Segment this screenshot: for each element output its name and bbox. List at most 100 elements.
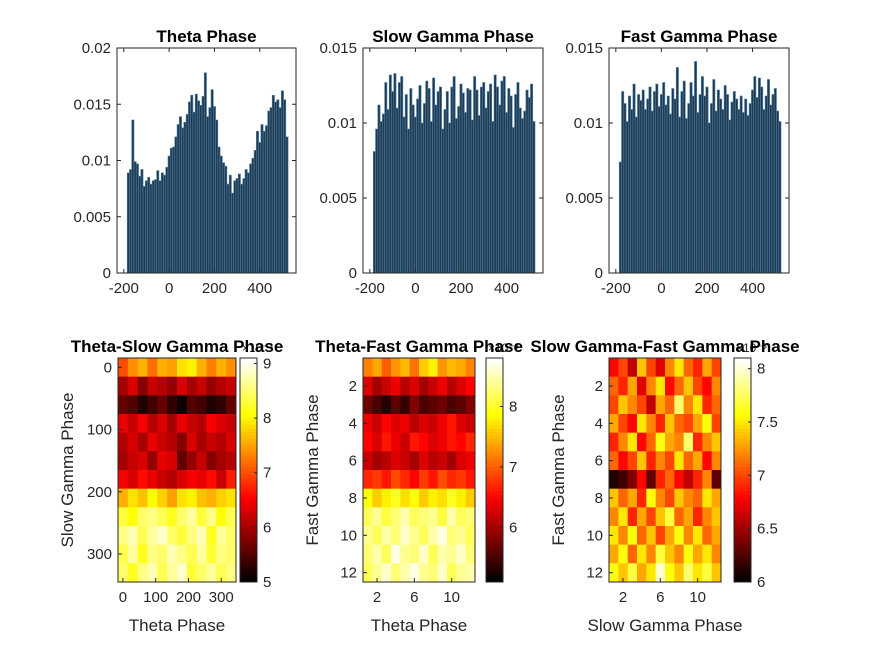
bar — [625, 121, 629, 274]
heatmap-cell — [127, 451, 139, 471]
bar — [271, 94, 275, 274]
heatmap-cell — [702, 544, 713, 564]
heatmap-cell — [646, 414, 657, 434]
colorbar-segment — [240, 561, 257, 565]
bar — [621, 91, 625, 274]
y-tick-label: 100 — [87, 422, 112, 439]
heatmap-cell — [702, 488, 713, 508]
axes-frame — [117, 357, 237, 583]
bar — [655, 83, 659, 274]
bar — [653, 91, 657, 274]
colorbar-segment — [734, 442, 751, 446]
bar — [183, 121, 187, 274]
heatmap-cell — [137, 563, 148, 583]
y-tick-label: 4 — [349, 415, 357, 432]
heatmap-cell — [702, 358, 713, 378]
colorbar-segment — [734, 463, 751, 467]
heatmap-cell — [226, 507, 237, 527]
heatmap-cell — [674, 432, 685, 452]
heatmap-cell — [693, 414, 703, 434]
heatmap-cell — [693, 451, 703, 471]
heatmap-cell — [177, 358, 188, 378]
bar — [251, 157, 255, 274]
bar — [632, 83, 636, 274]
heatmap-cell — [226, 358, 237, 378]
bar — [484, 107, 488, 274]
bar — [240, 183, 244, 274]
y-axis-label: Fast Gamma Phase — [303, 394, 322, 545]
heatmap-cell — [186, 544, 198, 564]
heatmap-cell — [711, 358, 722, 378]
heatmap-cell — [437, 376, 448, 396]
heatmap-cell — [196, 563, 207, 583]
heatmap-cell — [637, 376, 647, 396]
axes-frame — [608, 357, 722, 583]
colorbar-segment — [734, 400, 751, 404]
heatmap-cell — [167, 451, 178, 471]
x-tick-label: 2 — [373, 589, 381, 606]
colorbar-segment — [734, 477, 751, 481]
bar — [518, 107, 522, 274]
bar — [212, 106, 216, 274]
colorbar-segment — [486, 575, 503, 579]
heatmap-cell — [627, 451, 638, 471]
heatmap-cell — [428, 563, 439, 583]
heatmap-cell — [465, 507, 476, 527]
bars — [618, 61, 782, 274]
heatmap-cell — [665, 376, 675, 396]
colorbar-segment — [240, 393, 257, 397]
colorbar-segment — [734, 473, 751, 478]
bar — [732, 91, 736, 274]
heatmap-cell — [655, 376, 666, 396]
bar — [253, 150, 257, 274]
colorbar-segment — [734, 515, 751, 520]
bar — [133, 161, 137, 274]
colorbar-segment — [240, 449, 257, 453]
heatmap-cell — [609, 395, 619, 415]
x-tick-label: 200 — [694, 280, 719, 297]
heatmap-cell — [465, 414, 476, 434]
bar — [413, 116, 417, 274]
heatmap-cell — [646, 376, 657, 396]
x-tick-label: 100 — [143, 589, 168, 606]
colorbar-segment — [486, 568, 503, 572]
colorbar-segment — [734, 368, 751, 373]
x-tick-label: 400 — [247, 280, 272, 297]
heatmap-cell — [711, 414, 722, 434]
heatmap-cell — [381, 376, 392, 396]
heatmap-cell — [419, 395, 429, 415]
axes-frame — [362, 357, 476, 583]
heatmap-cell — [118, 451, 129, 471]
heatmap-cell — [127, 358, 139, 378]
colorbar-segment — [486, 435, 503, 439]
heatmap-cell — [428, 376, 439, 396]
heatmap-cell — [157, 526, 168, 546]
heatmap-cell — [627, 526, 638, 546]
colorbar-segment — [240, 529, 257, 534]
heatmap-cell — [419, 526, 429, 546]
x-tick-label: 10 — [443, 589, 460, 606]
heatmap-cell — [127, 414, 139, 434]
heatmap-cell — [447, 358, 457, 378]
colorbar-segment — [240, 431, 257, 436]
bar — [233, 180, 237, 274]
heatmap-cell — [186, 414, 198, 434]
colorbar-segment — [734, 361, 751, 366]
heatmap-cell — [627, 395, 638, 415]
heatmap-cell — [665, 544, 675, 564]
heatmap-cell — [216, 414, 227, 434]
subplot-6: 2 6 10 2 4 6 8 10 12 Slow Gamma Phase Fast Gamma P… — [530, 337, 799, 635]
heatmap-cell — [693, 358, 703, 378]
heatmap-cell — [409, 358, 420, 378]
heatmap-cell — [226, 526, 237, 546]
colorbar-segment — [240, 407, 257, 411]
heatmap-cell — [437, 451, 448, 471]
heatmap-cell — [665, 414, 675, 434]
heatmap-cell — [456, 544, 467, 564]
colorbar-segment — [486, 463, 503, 467]
heatmap-cell — [381, 526, 392, 546]
heatmap-cell — [196, 376, 207, 396]
heatmap-cell — [627, 563, 638, 583]
bar — [753, 76, 757, 274]
heatmap-cell — [674, 451, 685, 471]
